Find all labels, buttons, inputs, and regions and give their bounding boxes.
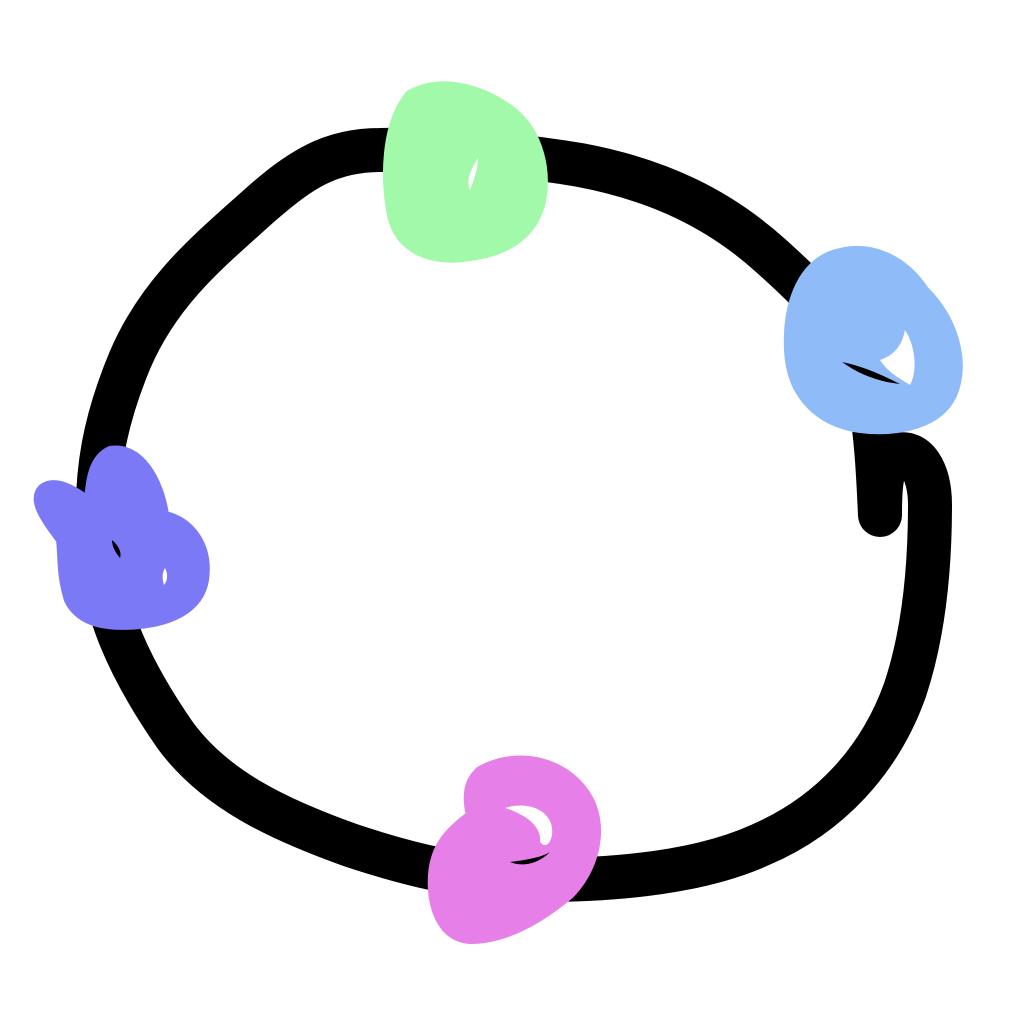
purple-blob	[33, 445, 210, 630]
green-blob	[383, 81, 548, 263]
light-blue-blob	[783, 246, 963, 435]
pink-blob	[427, 755, 601, 944]
